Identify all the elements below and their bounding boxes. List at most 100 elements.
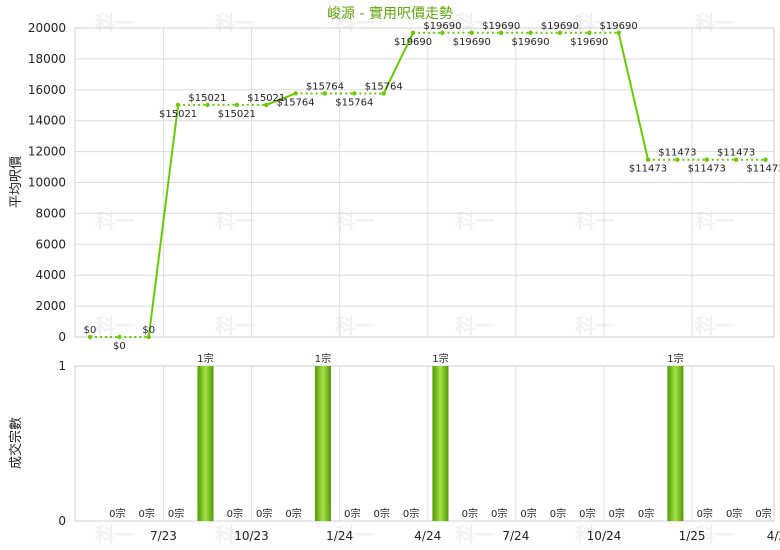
volume-y-tick-label: 1 [58,359,66,373]
volume-plot-frame [74,365,775,522]
volume-data-label: 0宗 [638,507,654,520]
price-data-label: $11473 [717,148,755,159]
volume-data-label: 1宗 [667,352,683,365]
price-data-label: $15021 [218,109,256,120]
price-point [587,30,592,35]
price-y-tick-label: 0 [58,330,66,344]
x-tick-label: 7/23 [150,529,177,543]
price-point [205,102,210,108]
price-data-label: $0 [142,325,155,336]
price-plot-frame [74,27,775,338]
watermark-text: 科一 [215,314,255,338]
price-data-label: $15021 [159,109,197,120]
volume-data-label: 0宗 [726,507,742,520]
volume-bar [314,366,331,521]
price-point [117,334,122,340]
price-data-label: $15764 [306,81,344,92]
watermark-text: 科一 [695,209,735,233]
price-point [645,157,651,162]
watermark-text: 科一 [575,523,615,547]
volume-data-label: 0宗 [374,507,390,520]
price-data-label: $19690 [453,37,491,48]
price-point [293,91,298,96]
volume-data-label: 0宗 [550,507,566,520]
price-data-label: $19690 [600,21,638,32]
price-y-tick-label: 12000 [28,145,66,159]
price-data-label: $15764 [335,97,373,108]
watermark-text: 科一 [455,209,495,233]
watermark-text: 科一 [95,314,135,338]
volume-data-label: 0宗 [168,507,184,520]
watermark-text: 科一 [695,11,735,35]
price-y-tick-label: 16000 [28,83,66,97]
price-point [175,102,181,108]
volume-y-ticks: 01 [58,359,66,528]
price-data-label: $19690 [423,21,461,32]
volume-data-label: 0宗 [755,507,771,520]
x-tick-label: 4/24 [414,529,441,543]
volume-data-label: 1宗 [315,352,331,365]
watermark-text: 科一 [95,523,135,547]
volume-data-label: 0宗 [579,507,595,520]
price-data-label: $0 [84,325,97,336]
price-point [87,334,93,340]
price-point [352,91,357,96]
volume-data-label: 0宗 [608,507,624,520]
volume-data-label: 0宗 [403,507,419,520]
price-point [322,91,328,96]
watermark-text: 科一 [695,314,735,338]
volume-data-label: 1宗 [197,352,213,365]
price-y-tick-label: 10000 [28,176,66,190]
volume-data-label: 0宗 [520,507,536,520]
price-point [704,157,709,162]
x-tick-label: 4/25 [767,529,780,543]
price-y-tick-label: 8000 [35,206,66,220]
price-y-tick-label: 18000 [28,52,66,66]
x-tick-labels: 7/23 10/23 1/24 4/24 7/24 10/24 1/25 4/25 [150,529,780,543]
price-series [87,30,768,340]
x-tick-label: 7/24 [502,529,529,543]
x-tick-label: 10/24 [587,529,622,543]
watermark-text: 科一 [575,11,615,35]
price-point [675,157,680,162]
price-point [528,30,533,35]
watermark-text: 科一 [215,523,255,547]
watermark-text: 科一 [215,11,255,35]
price-point [763,157,768,162]
watermark-text: 科一 [95,209,135,233]
watermark-text: 科一 [575,209,615,233]
watermark-text: 科一 [455,523,495,547]
price-point [146,334,151,340]
volume-data-label: 0宗 [139,507,155,520]
watermark-text: 科一 [335,209,375,233]
x-tick-label: 1/24 [326,529,353,543]
volume-data-label: 0宗 [227,507,243,520]
x-tick-label: 10/23 [234,529,269,543]
volume-y-axis-title: 成交宗數 [8,417,24,469]
price-y-axis-title: 平均呎價 [9,156,24,208]
price-line-segment [617,32,649,160]
volume-data-labels: 0宗 0宗 0宗 1宗 0宗 0宗 0宗 1宗 0宗 0宗 0宗 1宗 0宗 0宗 0宗 0宗 0宗 0宗 0宗 1宗… [109,352,772,520]
watermark-text: 科一 [215,209,255,233]
price-y-tick-label: 4000 [35,268,66,282]
price-data-label: $19690 [482,21,520,32]
volume-data-label: 1宗 [432,352,448,365]
volume-data-label: 0宗 [256,507,272,520]
price-point [498,30,504,35]
price-data-labels: $0$0$0$15021$15021$15021$15021$15764$157… [84,21,780,352]
price-point [440,30,445,35]
watermark-text: 科一 [455,314,495,338]
price-point [733,157,739,162]
price-line-segment [147,104,180,338]
watermark-text: 科一 [335,11,375,35]
price-y-tick-label: 20000 [28,21,66,35]
price-data-label: $15764 [276,97,314,108]
price-grid [75,27,780,338]
price-data-label: $19690 [394,37,432,48]
volume-data-label: 0宗 [697,507,713,520]
watermark-text: 科一 [335,314,375,338]
price-y-tick-label: 2000 [35,299,66,313]
price-data-label: $11473 [746,164,780,175]
price-y-tick-label: 14000 [28,114,66,128]
